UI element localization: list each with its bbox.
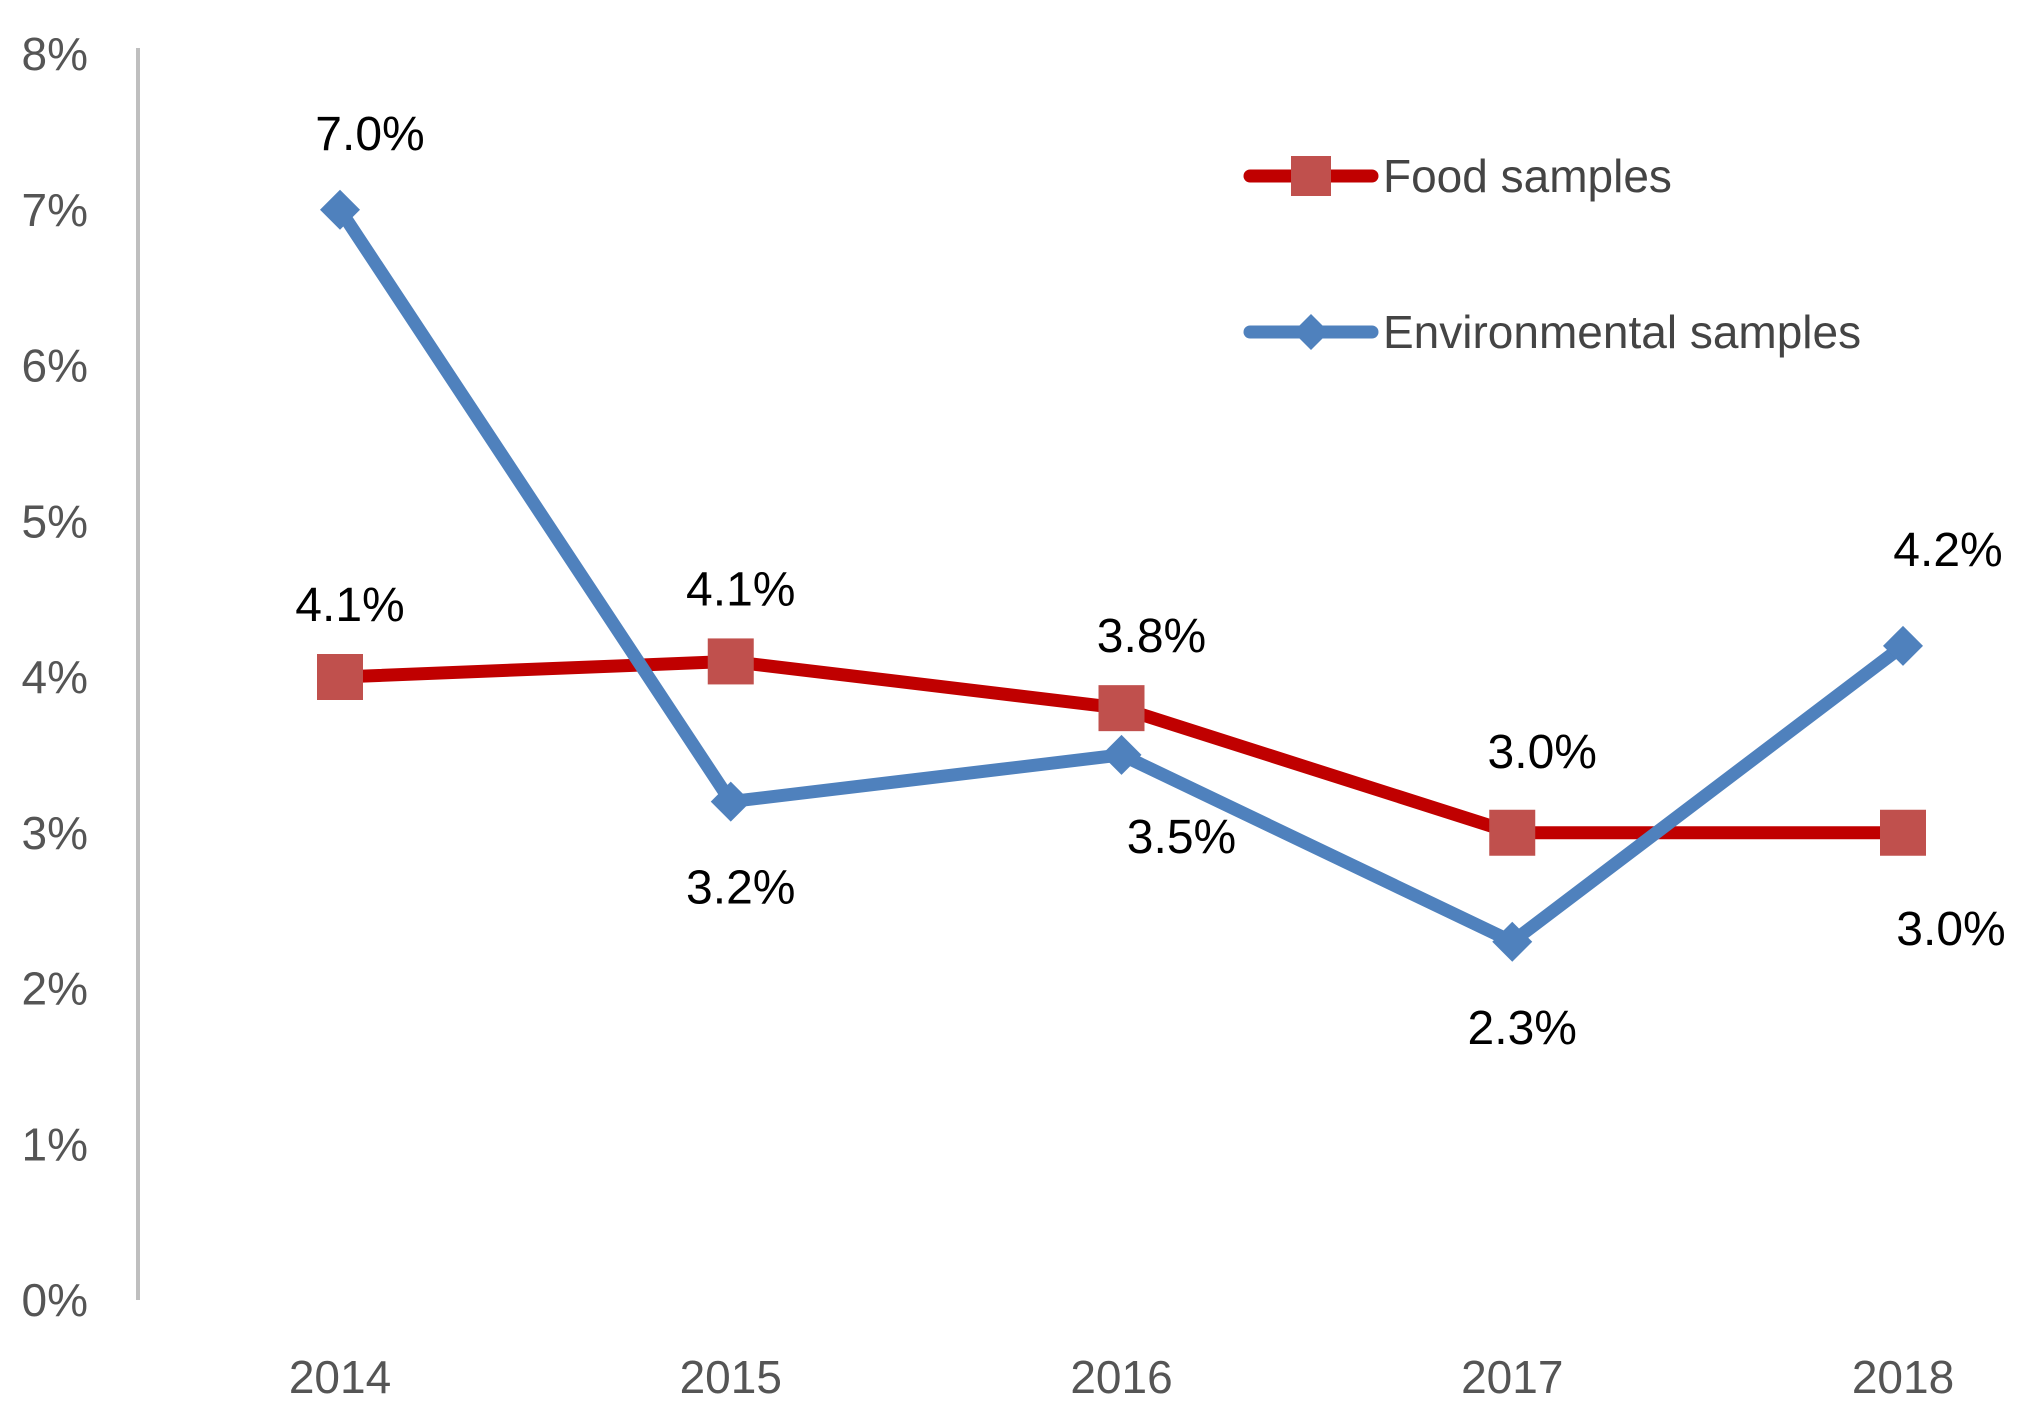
data-label-environmental: 4.2% bbox=[1893, 524, 2002, 577]
data-point-food bbox=[1880, 809, 1926, 856]
data-label-environmental: 3.2% bbox=[686, 862, 795, 915]
data-point-environmental bbox=[710, 781, 751, 822]
x-tick-label: 2018 bbox=[1852, 1351, 1954, 1403]
y-tick-label: 1% bbox=[22, 1118, 88, 1170]
data-labels: 4.1% 4.1% 3.8% 3.0% 3.0% 7.0% 3.2% 3.5% 2.3% 4.2% bbox=[295, 108, 2005, 1055]
x-axis: 2014 2015 2016 2017 2018 bbox=[289, 1351, 1954, 1403]
data-point-environmental bbox=[1883, 625, 1923, 666]
series-layer bbox=[317, 189, 1926, 962]
data-point-food bbox=[317, 654, 363, 700]
y-tick-label: 5% bbox=[22, 495, 88, 547]
data-label-food: 4.1% bbox=[686, 563, 795, 616]
data-point-environmental bbox=[1492, 921, 1533, 962]
data-label-food: 3.8% bbox=[1097, 610, 1206, 663]
x-tick-label: 2015 bbox=[680, 1351, 782, 1403]
y-tick-label: 3% bbox=[22, 807, 88, 859]
data-label-environmental: 3.5% bbox=[1127, 811, 1236, 864]
data-point-food bbox=[707, 638, 754, 685]
y-tick-label: 8% bbox=[22, 28, 88, 80]
data-label-food: 3.0% bbox=[1896, 903, 2005, 956]
legend-label-food: Food samples bbox=[1383, 150, 1672, 202]
y-tick-label: 2% bbox=[22, 963, 88, 1015]
data-label-food: 4.1% bbox=[295, 579, 404, 632]
data-label-environmental: 7.0% bbox=[315, 108, 424, 161]
legend-marker-environmental bbox=[1293, 314, 1329, 350]
y-tick-label: 7% bbox=[22, 184, 88, 236]
data-point-environmental bbox=[320, 189, 360, 230]
x-tick-label: 2017 bbox=[1461, 1351, 1563, 1403]
data-point-environmental bbox=[1101, 734, 1142, 775]
y-tick-label: 4% bbox=[22, 651, 88, 703]
x-tick-label: 2016 bbox=[1070, 1351, 1172, 1403]
data-label-environmental: 2.3% bbox=[1468, 1002, 1577, 1055]
legend-item-environmental: Environmental samples bbox=[1243, 306, 1861, 358]
x-tick-label: 2014 bbox=[289, 1351, 391, 1403]
legend-item-food: Food samples bbox=[1243, 150, 1672, 202]
legend-label-environmental: Environmental samples bbox=[1383, 306, 1861, 358]
y-tick-label: 0% bbox=[22, 1274, 88, 1326]
y-axis: 0% 1% 2% 3% 4% 5% 6% 7% 8% bbox=[22, 28, 140, 1326]
data-point-food bbox=[1489, 809, 1536, 856]
data-label-food: 3.0% bbox=[1488, 726, 1597, 779]
y-tick-label: 6% bbox=[22, 340, 88, 392]
legend-marker-food bbox=[1291, 156, 1331, 196]
data-point-food bbox=[1098, 685, 1145, 732]
legend: Food samples Environmental samples bbox=[1243, 150, 1861, 358]
